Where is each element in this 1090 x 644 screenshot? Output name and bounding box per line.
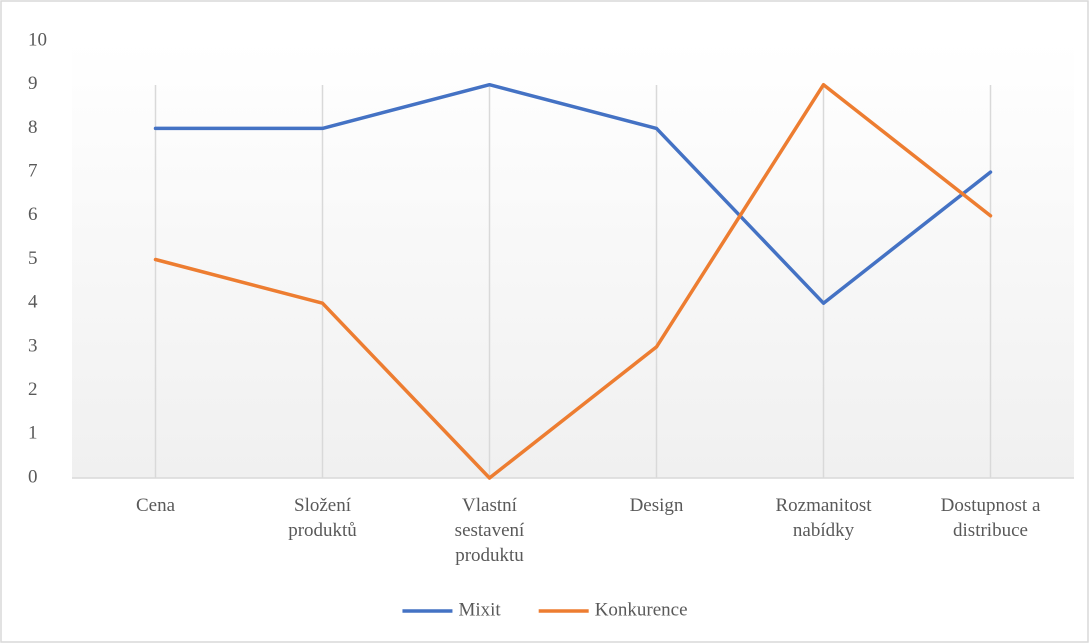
x-tick-label: Rozmanitost nabídky bbox=[775, 495, 872, 541]
legend-label: Mixit bbox=[458, 599, 501, 620]
legend: Mixit Konkurence bbox=[402, 599, 688, 620]
y-tick-label: 10 bbox=[28, 29, 47, 50]
y-tick-label: 0 bbox=[28, 466, 38, 487]
y-tick-label: 3 bbox=[28, 335, 38, 356]
x-tick-label: Vlastní sestavení produktu bbox=[455, 495, 525, 566]
y-tick-label: 7 bbox=[28, 160, 38, 181]
legend-label: Konkurence bbox=[595, 599, 688, 620]
series-line bbox=[153, 82, 993, 480]
y-tick-label: 2 bbox=[28, 379, 38, 400]
x-tick-label: Cena bbox=[136, 495, 176, 516]
x-tick-label: Složení produktů bbox=[288, 495, 357, 541]
y-tick-label: 4 bbox=[28, 292, 38, 313]
x-tick-label: Design bbox=[630, 495, 684, 516]
legend-item: Konkurence bbox=[538, 599, 688, 620]
y-tick-label: 6 bbox=[28, 204, 38, 225]
legend-item: Mixit bbox=[402, 599, 501, 620]
plot-area bbox=[72, 41, 1074, 478]
series-line bbox=[153, 82, 993, 305]
y-tick-label: 8 bbox=[28, 117, 38, 138]
y-tick-label: 5 bbox=[28, 248, 38, 269]
y-tick-label: 9 bbox=[28, 73, 38, 94]
y-tick-label: 1 bbox=[28, 423, 38, 444]
x-tick-label: Dostupnost a distribuce bbox=[941, 495, 1041, 541]
